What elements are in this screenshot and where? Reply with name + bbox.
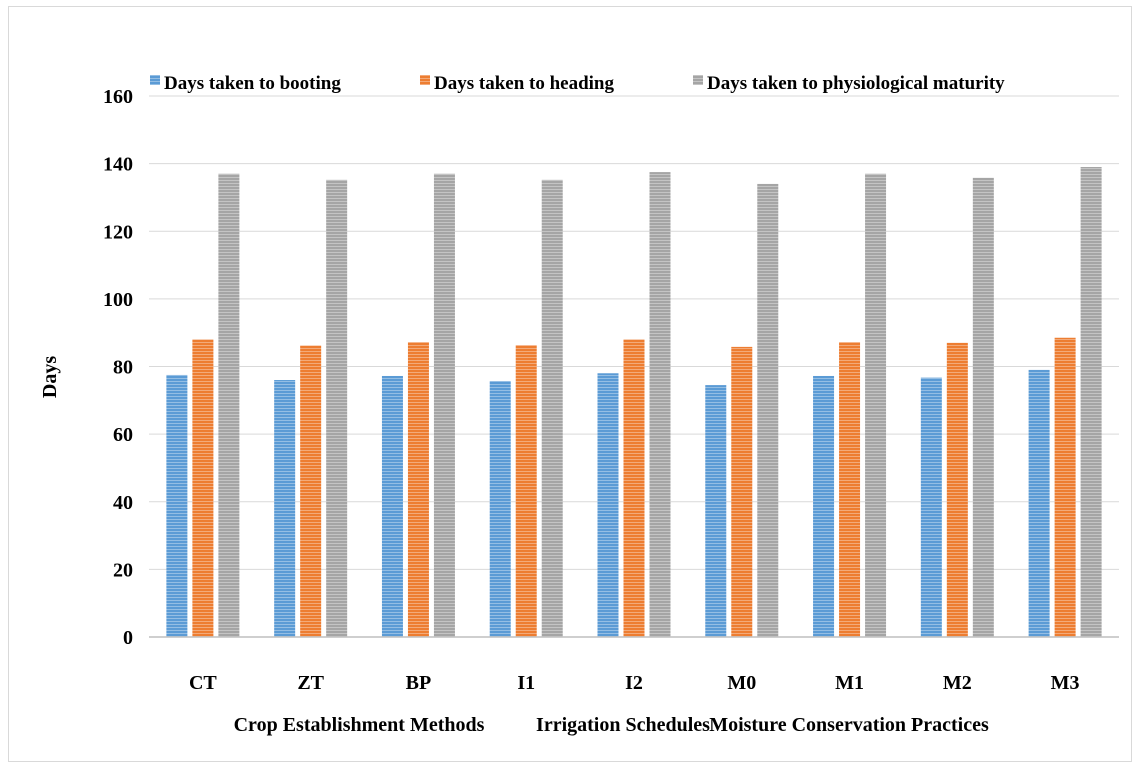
legend-label: Days taken to heading	[434, 73, 614, 94]
bar-i1-series-3	[541, 179, 563, 638]
bar-i2-series-1	[597, 373, 619, 637]
category-label-zt: ZT	[297, 672, 324, 694]
bar-m1-series-2	[839, 342, 861, 637]
bar-bp-series-3	[433, 173, 455, 638]
category-label-m1: M1	[835, 672, 864, 694]
bar-zt-series-2	[300, 345, 322, 637]
legend: Days taken to booting Days taken to headi…	[150, 73, 1005, 94]
bar-m2-series-2	[946, 342, 968, 637]
group-labels: Crop Establishment Methods Irrigation Sch…	[234, 714, 989, 736]
bar-m2-series-1	[920, 377, 942, 637]
category-label-ct: CT	[189, 672, 217, 694]
y-tick-label: 80	[113, 357, 133, 379]
bar-bp-series-2	[407, 342, 429, 637]
y-tick-label: 100	[103, 289, 133, 311]
bar-m0-series-1	[705, 385, 727, 637]
bar-ct-series-3	[218, 173, 240, 638]
category-label-m0: M0	[727, 672, 756, 694]
y-tick-label: 20	[113, 559, 133, 581]
y-tick-label: 60	[113, 424, 133, 446]
y-axis-title: Days	[39, 356, 61, 398]
category-label-i1: I1	[517, 672, 535, 694]
y-tick-labels: 0 20 40 60 80 100 120 140 160	[103, 86, 133, 649]
bar-ct-series-1	[166, 374, 188, 637]
bar-m2-series-3	[972, 177, 994, 638]
bar-m0-series-2	[731, 346, 753, 637]
bar-bp-series-1	[381, 375, 403, 637]
bar-m1-series-1	[813, 375, 835, 637]
category-label-bp: BP	[406, 672, 432, 694]
bar-i2-series-2	[623, 339, 645, 637]
legend-label: Days taken to physiological maturity	[707, 73, 1005, 94]
bar-m3-series-3	[1080, 167, 1102, 637]
group-label: Crop Establishment Methods	[234, 714, 485, 736]
bar-zt-series-1	[274, 380, 296, 637]
group-label: Moisture Conservation Practices	[709, 714, 989, 736]
bar-i1-series-2	[515, 345, 537, 637]
bar-zt-series-3	[326, 179, 348, 638]
legend-swatch	[693, 75, 703, 85]
legend-swatch	[150, 75, 160, 85]
bar-i1-series-1	[489, 381, 511, 637]
y-tick-label: 40	[113, 492, 133, 514]
bar-m3-series-1	[1028, 369, 1050, 637]
bar-i2-series-3	[649, 172, 671, 637]
y-tick-label: 0	[123, 627, 133, 649]
chart-canvas: 0 20 40 60 80 100 120 140 160 CT ZT BP I1 I2 M0 M1 M2 M3…	[39, 73, 1119, 736]
legend-label: Days taken to booting	[164, 73, 341, 94]
legend-swatch	[420, 75, 430, 85]
group-label: Irrigation Schedules	[536, 714, 710, 736]
category-label-m2: M2	[943, 672, 972, 694]
category-label-i2: I2	[625, 672, 643, 694]
y-tick-label: 140	[103, 154, 133, 176]
y-tick-label: 160	[103, 86, 133, 108]
bars	[166, 167, 1102, 638]
bar-m1-series-3	[865, 173, 887, 638]
bar-m3-series-2	[1054, 337, 1076, 637]
y-tick-label: 120	[103, 221, 133, 243]
category-labels: CT ZT BP I1 I2 M0 M1 M2 M3	[189, 672, 1080, 694]
category-label-m3: M3	[1051, 672, 1080, 694]
bar-m0-series-3	[757, 183, 779, 637]
chart-frame: 0 20 40 60 80 100 120 140 160 CT ZT BP I1 I2 M0 M1 M2 M3…	[8, 6, 1132, 762]
bar-ct-series-2	[192, 339, 214, 637]
